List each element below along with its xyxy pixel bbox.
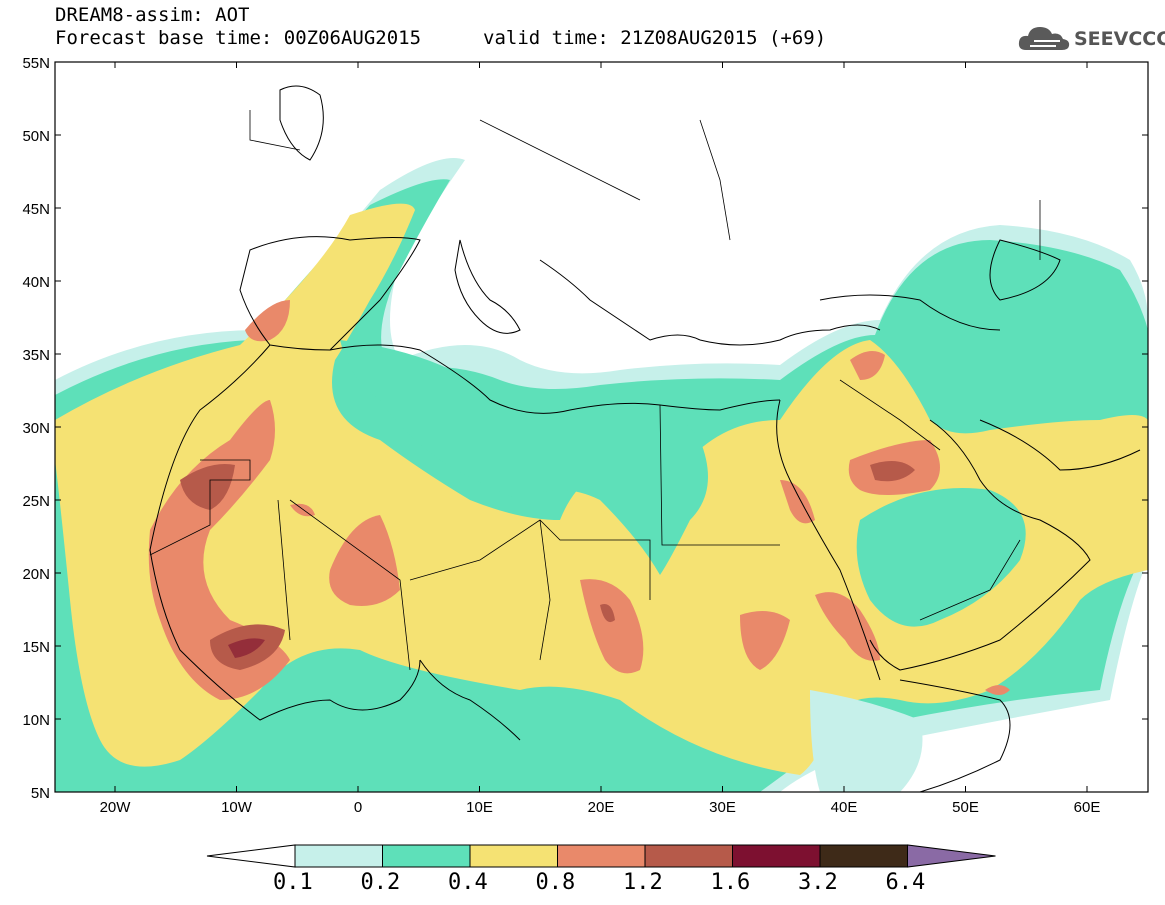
- cloud-icon: [1018, 27, 1070, 50]
- seevccc-logo: SEEVCCC: [1016, 22, 1165, 56]
- lon-label: 60E: [1074, 799, 1101, 816]
- colorbar-high-arrow: [907, 844, 996, 868]
- borders: [149, 110, 1041, 671]
- lat-label: 10N: [22, 712, 50, 729]
- latitude-axis: 55N 50N 45N 40N 35N 30N 25N 20N 15N 10N 5N: [22, 55, 1148, 802]
- colorbar-label: 0.1: [273, 870, 313, 895]
- colorbar-label: 1.2: [623, 870, 663, 895]
- lat-label: 20N: [22, 566, 50, 583]
- base-time-text: Forecast base time: 00Z06AUG2015: [55, 27, 422, 49]
- longitude-axis: 20W 10W 0 10E 20E 30E 40E 50E 60E: [100, 62, 1101, 816]
- lat-label: 25N: [22, 493, 50, 510]
- lat-label: 45N: [22, 201, 50, 218]
- colorbar: [206, 844, 996, 868]
- colorbar-low-arrow: [206, 844, 296, 868]
- lon-label: 10E: [466, 799, 493, 816]
- coastlines: [149, 85, 1141, 792]
- valid-time-text: valid time: 21Z08AUG2015 (+69): [483, 27, 827, 49]
- lat-label: 5N: [31, 785, 50, 802]
- colorbar-label: 0.2: [360, 870, 401, 895]
- lon-label: 50E: [952, 799, 979, 816]
- colorbar-segment: [294, 844, 383, 868]
- lon-label: 0: [354, 799, 362, 816]
- colorbar-segment: [557, 844, 646, 868]
- colorbar-segment: [382, 844, 471, 868]
- colorbar-label: 0.8: [535, 870, 576, 895]
- lat-label: 50N: [22, 128, 50, 145]
- lat-label: 30N: [22, 420, 50, 437]
- colorbar-label: 3.2: [798, 870, 838, 895]
- lat-label: 40N: [22, 274, 50, 291]
- colorbar-segment: [732, 844, 821, 868]
- colorbar-segment: [819, 844, 908, 868]
- lat-label: 15N: [22, 639, 50, 656]
- lon-label: 30E: [709, 799, 736, 816]
- lat-label: 55N: [22, 55, 50, 72]
- colorbar-segment: [644, 844, 733, 868]
- lon-label: 10W: [221, 799, 253, 816]
- forecast-base-time: Forecast base time: 00Z06AUG2015 valid ti…: [55, 27, 826, 49]
- colorbar-label: 1.6: [710, 870, 751, 895]
- lon-label: 20E: [588, 799, 615, 816]
- lon-label: 20W: [100, 799, 132, 816]
- colorbar-label: 0.4: [448, 870, 488, 895]
- map-title: DREAM8-assim: AOT: [55, 4, 250, 26]
- lon-label: 40E: [831, 799, 858, 816]
- colorbar-label: 6.4: [885, 870, 926, 895]
- lat-label: 35N: [22, 347, 50, 364]
- colorbar-segment: [469, 844, 558, 868]
- aot-field: [55, 62, 1148, 792]
- logo-text: SEEVCCC: [1074, 28, 1165, 50]
